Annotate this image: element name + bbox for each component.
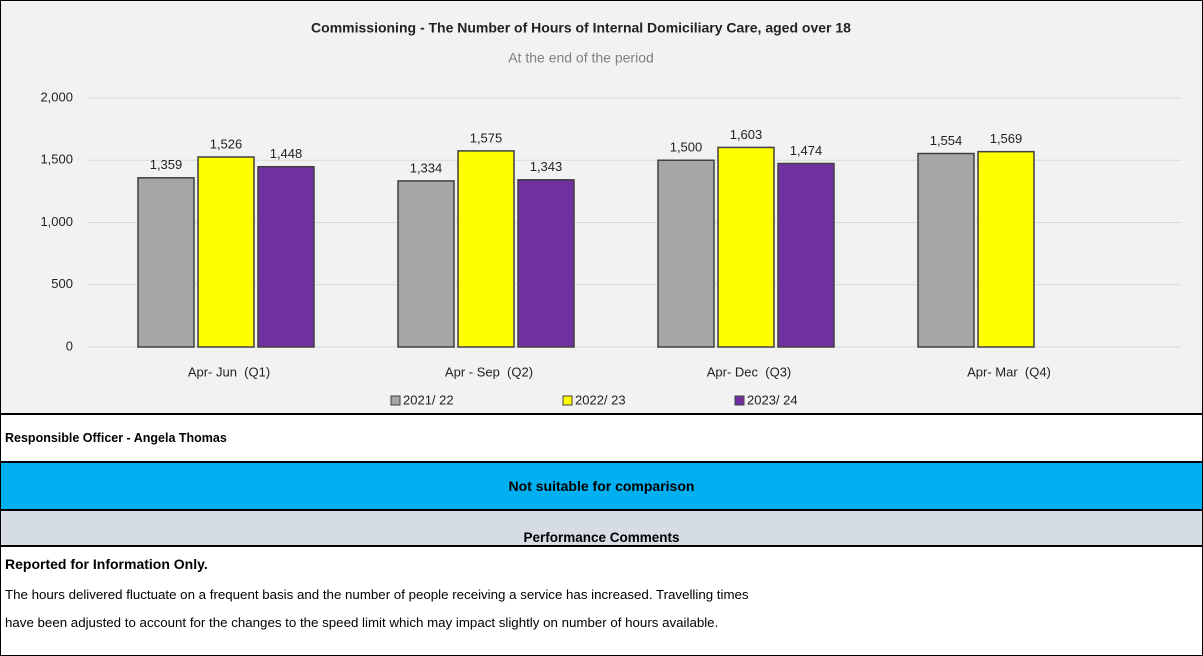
y-tick-label: 500 [51,276,73,291]
legend-swatch [390,395,401,406]
legend-label: 2021/ 22 [403,392,454,407]
x-tick-label: Apr- Dec (Q3) [707,364,792,379]
x-tick-label: Apr - Sep (Q2) [445,364,533,379]
value-label: 1,343 [530,159,563,174]
y-tick-label: 1,500 [40,152,73,167]
chart: Commissioning - The Number of Hours of I… [1,1,1202,413]
y-tick-label: 1,000 [40,214,73,229]
bar [517,179,575,348]
bar [137,177,195,348]
legend-label: 2023/ 24 [747,392,798,407]
bar [397,180,455,348]
bar [977,150,1035,348]
legend-label: 2022/ 23 [575,392,626,407]
value-label: 1,334 [410,160,443,175]
value-label: 1,603 [730,127,763,142]
x-tick-label: Apr- Mar (Q4) [967,364,1051,379]
value-label: 1,554 [930,133,963,148]
bar [777,162,835,348]
comment-line: The hours delivered fluctuate on a frequ… [5,587,749,602]
value-label: 1,500 [670,140,703,155]
value-label: 1,359 [150,157,183,172]
bar [657,159,715,348]
status-banner: Not suitable for comparison [1,461,1202,511]
bar [917,152,975,348]
comments-heading: Performance Comments [1,511,1202,547]
chart-subtitle: At the end of the period [508,50,654,66]
value-label: 1,569 [990,131,1023,146]
bar [197,156,255,348]
y-tick-label: 2,000 [40,89,73,104]
officer: Responsible Officer - Angela Thomas [1,413,1202,461]
value-label: 1,448 [270,146,303,161]
legend-swatch [562,395,573,406]
comment-line: have been adjusted to account for the ch… [5,615,719,630]
value-label: 1,575 [470,130,503,145]
comments-subheading: Reported for Information Only. [5,556,208,572]
legend-swatch [734,395,745,406]
bar [457,150,515,348]
bar [717,146,775,348]
value-label: 1,526 [210,136,243,151]
y-tick-label: 0 [66,338,73,353]
bar [257,165,315,348]
value-label: 1,474 [790,143,823,158]
chart-title: Commissioning - The Number of Hours of I… [311,20,851,36]
x-tick-label: Apr- Jun (Q1) [188,364,270,379]
